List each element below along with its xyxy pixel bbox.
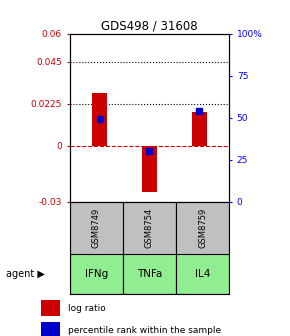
Text: GSM8749: GSM8749: [92, 208, 101, 248]
Bar: [41, 300, 60, 316]
Text: percentile rank within the sample: percentile rank within the sample: [68, 326, 221, 335]
Text: GSM8759: GSM8759: [198, 208, 207, 248]
Bar: [70, 202, 123, 254]
Bar: [176, 202, 229, 254]
Bar: [142, 145, 157, 192]
Text: IFNg: IFNg: [85, 269, 108, 279]
Title: GDS498 / 31608: GDS498 / 31608: [101, 19, 198, 33]
Bar: [70, 254, 123, 294]
Text: IL4: IL4: [195, 269, 210, 279]
Bar: [176, 254, 229, 294]
Bar: [123, 202, 176, 254]
Bar: [192, 112, 207, 145]
Bar: [92, 93, 107, 145]
Bar: [123, 254, 176, 294]
Text: GSM8754: GSM8754: [145, 208, 154, 248]
Bar: [41, 322, 60, 336]
Text: agent ▶: agent ▶: [6, 269, 45, 279]
Text: TNFa: TNFa: [137, 269, 162, 279]
Text: log ratio: log ratio: [68, 304, 106, 313]
